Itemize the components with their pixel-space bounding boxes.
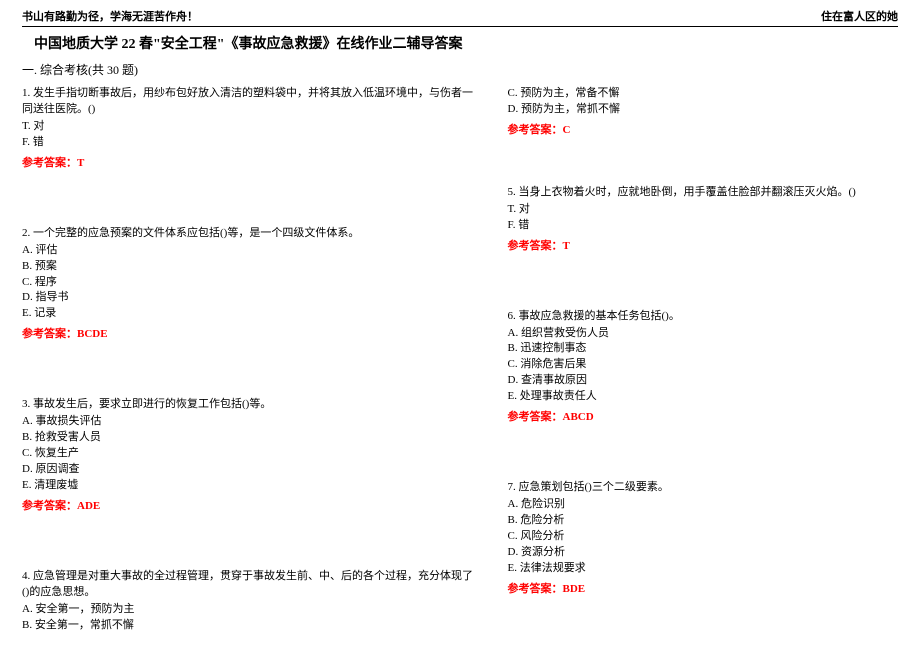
header-motto: 书山有路勤为径，学海无涯苦作舟！: [22, 8, 198, 24]
page-header: 书山有路勤为径，学海无涯苦作舟！ 住在富人区的她: [22, 8, 898, 27]
question-6: 6. 事故应急救援的基本任务包括()。 A. 组织营救受伤人员 B. 迅速控制事…: [508, 309, 902, 427]
content-columns: 1. 发生手指切断事故后，用纱布包好放入清洁的塑料袋中，并将其放入低温环境中，与…: [22, 86, 898, 660]
q4-opt-b: B. 安全第一，常抓不懈: [22, 618, 478, 634]
q6-opt-a: A. 组织营救受伤人员: [508, 326, 902, 342]
q7-opt-d: D. 资源分析: [508, 545, 902, 561]
q6-opt-d: D. 查清事故原因: [508, 373, 902, 389]
q5-options: T. 对 F. 错: [508, 202, 902, 234]
q6-opt-b: B. 迅速控制事态: [508, 341, 902, 357]
q4-opt-c: C. 预防为主，常备不懈: [508, 86, 902, 102]
q7-stem: 7. 应急策划包括()三个二级要素。: [508, 480, 902, 496]
q3-answer: 参考答案：ADE: [22, 499, 478, 515]
q2-answer: 参考答案：BCDE: [22, 327, 478, 343]
q1-answer: 参考答案：T: [22, 156, 478, 172]
q3-opt-c: C. 恢复生产: [22, 446, 478, 462]
q5-stem: 5. 当身上衣物着火时，应就地卧倒，用手覆盖住脸部并翻滚压灭火焰。(): [508, 185, 902, 201]
q2-opt-b: B. 预案: [22, 259, 478, 275]
q5-opt-t: T. 对: [508, 202, 902, 218]
q5-answer: 参考答案：T: [508, 239, 902, 255]
q1-options: T. 对 F. 错: [22, 119, 478, 151]
q2-opt-e: E. 记录: [22, 306, 478, 322]
q1-opt-t: T. 对: [22, 119, 478, 135]
q2-opt-a: A. 评估: [22, 243, 478, 259]
q4-options-cont: C. 预防为主，常备不懈 D. 预防为主，常抓不懈: [508, 86, 902, 118]
q7-answer: 参考答案：BDE: [508, 582, 902, 598]
q2-options: A. 评估 B. 预案 C. 程序 D. 指导书 E. 记录: [22, 243, 478, 323]
section-heading: 一. 综合考核(共 30 题): [22, 61, 898, 78]
question-5: 5. 当身上衣物着火时，应就地卧倒，用手覆盖住脸部并翻滚压灭火焰。() T. 对…: [508, 185, 902, 255]
q7-opt-c: C. 风险分析: [508, 529, 902, 545]
q4-opt-a: A. 安全第一，预防为主: [22, 602, 478, 618]
q7-opt-a: A. 危险识别: [508, 497, 902, 513]
q6-opt-e: E. 处理事故责任人: [508, 389, 902, 405]
q3-opt-d: D. 原因调查: [22, 462, 478, 478]
question-7: 7. 应急策划包括()三个二级要素。 A. 危险识别 B. 危险分析 C. 风险…: [508, 480, 902, 598]
q3-opt-b: B. 抢救受害人员: [22, 430, 478, 446]
q2-opt-c: C. 程序: [22, 275, 478, 291]
q3-stem: 3. 事故发生后，要求立即进行的恢复工作包括()等。: [22, 397, 478, 413]
q1-opt-f: F. 错: [22, 135, 478, 151]
q1-stem: 1. 发生手指切断事故后，用纱布包好放入清洁的塑料袋中，并将其放入低温环境中，与…: [22, 86, 478, 118]
q2-stem: 2. 一个完整的应急预案的文件体系应包括()等，是一个四级文件体系。: [22, 226, 478, 242]
header-tag: 住在富人区的她: [821, 8, 898, 24]
q7-options: A. 危险识别 B. 危险分析 C. 风险分析 D. 资源分析 E. 法律法规要…: [508, 497, 902, 577]
q6-answer: 参考答案：ABCD: [508, 410, 902, 426]
q4-answer: 参考答案：C: [508, 123, 902, 139]
q3-options: A. 事故损失评估 B. 抢救受害人员 C. 恢复生产 D. 原因调查 E. 清…: [22, 414, 478, 494]
q6-options: A. 组织营救受伤人员 B. 迅速控制事态 C. 消除危害后果 D. 查清事故原…: [508, 326, 902, 406]
left-column: 1. 发生手指切断事故后，用纱布包好放入清洁的塑料袋中，并将其放入低温环境中，与…: [22, 86, 478, 660]
right-column: C. 预防为主，常备不懈 D. 预防为主，常抓不懈 参考答案：C 5. 当身上衣…: [508, 86, 902, 660]
q5-opt-f: F. 错: [508, 218, 902, 234]
q3-opt-e: E. 清理废墟: [22, 478, 478, 494]
q2-opt-d: D. 指导书: [22, 290, 478, 306]
document-title: 中国地质大学 22 春"安全工程"《事故应急救援》在线作业二辅导答案: [34, 33, 898, 53]
q3-opt-a: A. 事故损失评估: [22, 414, 478, 430]
q7-opt-e: E. 法律法规要求: [508, 561, 902, 577]
question-4: 4. 应急管理是对重大事故的全过程管理，贯穿于事故发生前、中、后的各个过程，充分…: [22, 569, 478, 634]
question-4-continued: C. 预防为主，常备不懈 D. 预防为主，常抓不懈 参考答案：C: [508, 86, 902, 139]
q4-options: A. 安全第一，预防为主 B. 安全第一，常抓不懈: [22, 602, 478, 634]
q4-stem: 4. 应急管理是对重大事故的全过程管理，贯穿于事故发生前、中、后的各个过程，充分…: [22, 569, 478, 601]
q4-opt-d: D. 预防为主，常抓不懈: [508, 102, 902, 118]
q6-stem: 6. 事故应急救援的基本任务包括()。: [508, 309, 902, 325]
question-2: 2. 一个完整的应急预案的文件体系应包括()等，是一个四级文件体系。 A. 评估…: [22, 226, 478, 344]
question-1: 1. 发生手指切断事故后，用纱布包好放入清洁的塑料袋中，并将其放入低温环境中，与…: [22, 86, 478, 172]
q6-opt-c: C. 消除危害后果: [508, 357, 902, 373]
question-3: 3. 事故发生后，要求立即进行的恢复工作包括()等。 A. 事故损失评估 B. …: [22, 397, 478, 515]
q7-opt-b: B. 危险分析: [508, 513, 902, 529]
